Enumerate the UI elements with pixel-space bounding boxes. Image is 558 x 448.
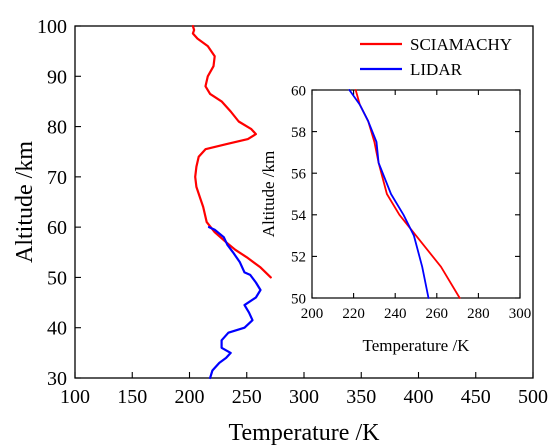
main-x-tick-label: 450 [461,386,491,408]
inset-plot-background [312,90,520,298]
main-y-tick-label: 60 [47,217,67,239]
legend-label-lidar: LIDAR [410,60,463,79]
main-y-tick-label: 70 [47,167,67,189]
main-ticks: 100 150 200 250 300 350 400 450 500 30 40 50 60 70 80 9… [37,16,548,408]
main-y-tick-label: 50 [47,267,67,289]
main-x-tick-label: 400 [404,386,434,408]
main-x-tick-label: 100 [60,386,90,408]
main-series-line-sciamachy [191,24,272,279]
inset-x-tick-label: 240 [384,306,407,322]
legend-label-sciamachy: SCIAMACHY [410,35,512,54]
main-y-tick-label: 80 [47,117,67,139]
main-x-tick-label: 150 [117,386,147,408]
legend: SCIAMACHY LIDAR [360,35,512,79]
main-x-tick-label: 200 [175,386,205,408]
inset-x-axis-title: Temperature /K [363,336,471,355]
inset-y-tick-label: 58 [291,125,306,141]
inset-series [348,89,461,299]
inset-x-tick-label: 280 [467,306,490,322]
inset-plot-frame [311,89,521,299]
inset-y-tick-label: 56 [291,166,307,182]
inset-y-tick-label: 54 [291,208,307,224]
inset-y-tick-label: 60 [291,83,306,99]
inset-x-tick-label: 300 [509,306,532,322]
main-x-tick-label: 500 [518,386,548,408]
inset-x-tick-label: 200 [301,306,324,322]
main-series-line-lidar [207,226,262,380]
main-y-tick-label: 40 [47,318,67,340]
inset-y-axis-title: Altitude /km [259,151,278,237]
main-x-tick-label: 300 [289,386,319,408]
main-y-tick-label: 100 [37,16,67,38]
main-series [191,24,272,380]
main-y-axis-title: Altitude /km [12,141,38,263]
inset-y-tick-label: 50 [291,291,306,307]
inset-series-line-lidar [348,89,430,299]
inset-x-tick-label: 260 [426,306,449,322]
main-x-axis-title: Temperature /K [229,420,381,446]
main-y-tick-label: 90 [47,66,67,88]
inset-ticks: 200 220 240 260 280 300 50 52 54 56 58 60 [291,83,531,322]
main-y-tick-label: 30 [47,368,67,390]
main-x-tick-label: 350 [346,386,376,408]
main-plot: 100 150 200 250 300 350 400 450 500 30 40 50 60 70 80 9… [12,16,548,446]
inset-y-tick-label: 52 [291,250,306,266]
main-x-tick-label: 250 [232,386,262,408]
inset-plot: 200 220 240 260 280 300 50 52 54 56 58 60 Temperatu… [259,83,531,355]
inset-x-tick-label: 220 [342,306,365,322]
